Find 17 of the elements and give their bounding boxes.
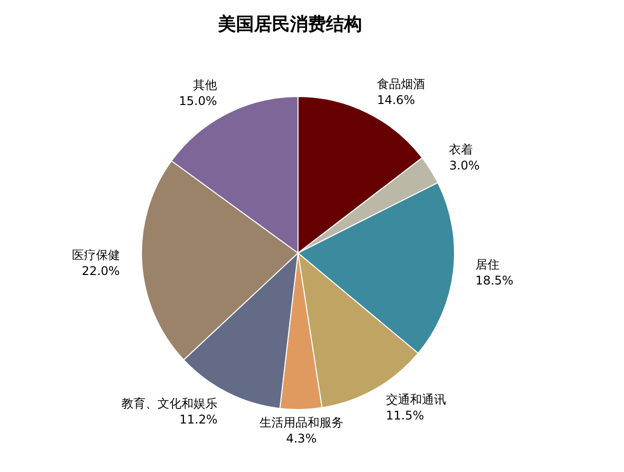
data-label: 11.2% [179, 412, 218, 426]
slice-label: 交通和通讯 [386, 392, 446, 406]
data-label: 14.6% [376, 93, 416, 108]
data-label: 3.0% [449, 158, 480, 172]
data-label: 22.0% [82, 264, 120, 278]
data-label: 4.3% [286, 432, 317, 446]
slice-label: 居住 [475, 258, 500, 272]
chart-title: 美国居民消费结构 [216, 13, 363, 36]
data-label: 11.5% [386, 408, 424, 422]
slice-label: 衣着 [449, 142, 474, 156]
slice-label: 其他 [193, 78, 218, 92]
data-label: 18.5% [475, 274, 514, 288]
data-label: 15.0% [178, 94, 218, 108]
slice-label: 生活用品和服务 [259, 416, 344, 430]
slice-label: 食品烟酒 [376, 77, 425, 92]
slice-label: 教育、文化和娱乐 [122, 396, 218, 410]
slice-label: 医疗保健 [72, 248, 120, 262]
